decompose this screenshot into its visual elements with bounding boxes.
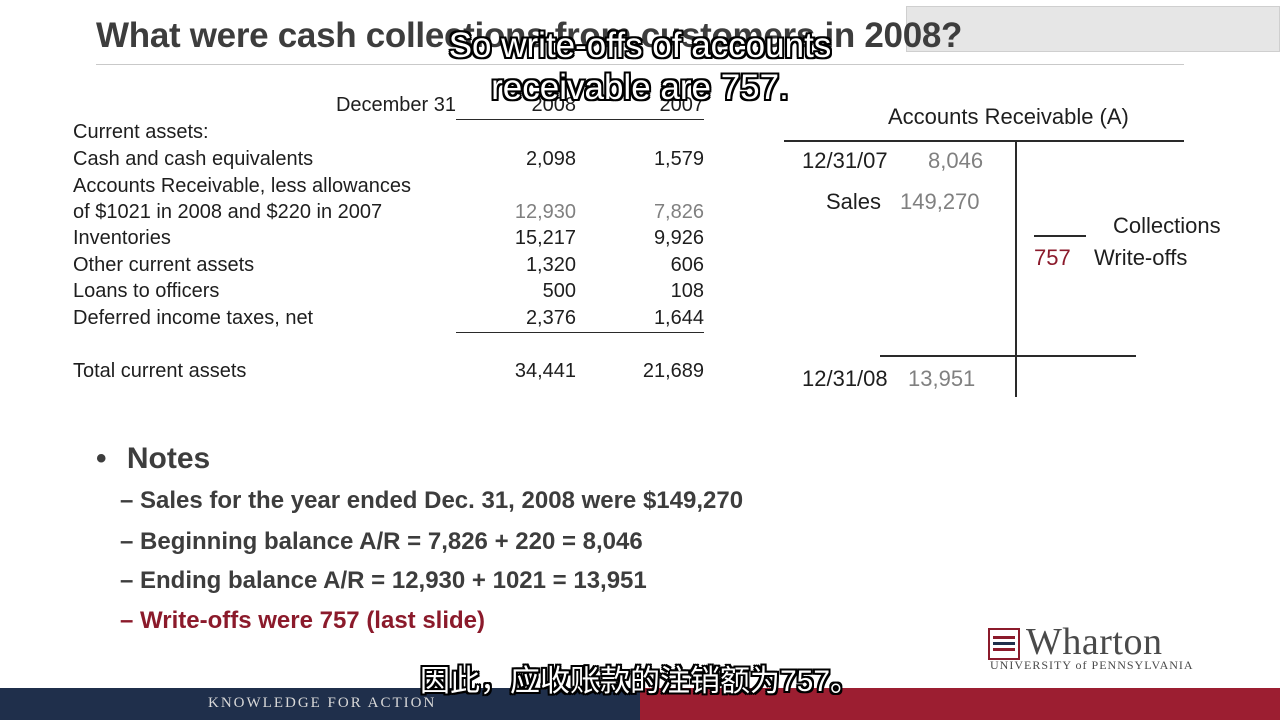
- bs-row-label: Other current assets: [73, 254, 255, 276]
- note-item: – Ending balance A/R = 12,930 + 1021 = 1…: [120, 567, 647, 594]
- slide-title: What were cash collections from customer…: [96, 16, 963, 55]
- bs-row-2007: 7,826: [653, 201, 704, 223]
- bs-total-2008: 34,441: [514, 360, 576, 382]
- wharton-logo: Wharton UNIVERSITY of PENNSYLVANIA: [988, 621, 1198, 674]
- bs-total-label: Total current assets: [73, 360, 247, 382]
- bs-row-2007: 1,644: [653, 307, 704, 329]
- t-account-vertical-rule: [1015, 141, 1017, 397]
- bs-row-label: Accounts Receivable, less allowances: [73, 175, 411, 197]
- bs-row-2007: 1,579: [653, 148, 704, 170]
- bs-row-2008: 15,217: [514, 227, 576, 249]
- footer-tagline: KNOWLEDGE FOR ACTION: [208, 695, 437, 711]
- t-sales-amount: 149,270: [900, 189, 980, 214]
- bs-header-label: December 31: [335, 94, 456, 116]
- subtitle-line-2: receivable are 757.: [491, 68, 789, 107]
- bs-row-2008: 12,930: [514, 201, 576, 223]
- bs-section-label: Current assets:: [73, 121, 209, 143]
- t-writeoff-label: Write-offs: [1094, 245, 1188, 270]
- t-begin-date: 12/31/07: [802, 148, 888, 173]
- logo-wordmark: Wharton: [1026, 621, 1163, 663]
- t-end-amount: 13,951: [908, 366, 976, 391]
- bullet-icon: •: [96, 442, 107, 475]
- bs-total-2007: 21,689: [642, 360, 704, 382]
- bs-col-2007: 2007: [659, 94, 705, 116]
- note-item: – Sales for the year ended Dec. 31, 2008…: [120, 487, 744, 514]
- bs-row-2008: 500: [542, 280, 576, 302]
- subtitle-line-1: So write-offs of accounts: [448, 26, 832, 65]
- note-item: – Beginning balance A/R = 7,826 + 220 = …: [120, 528, 643, 555]
- t-sales-label: Sales: [826, 189, 882, 214]
- bs-row-label: Loans to officers: [73, 280, 220, 302]
- top-right-box: [906, 6, 1280, 52]
- bs-row-label: of $1021 in 2008 and $220 in 2007: [73, 201, 383, 223]
- t-begin-amount: 8,046: [928, 148, 984, 173]
- t-account-bottom-rule: [880, 355, 1136, 357]
- bs-row-label: Deferred income taxes, net: [73, 307, 314, 329]
- t-collections-blank: [1034, 235, 1086, 237]
- bs-header-rule: [456, 119, 704, 120]
- notes-heading: • Notes: [96, 442, 210, 476]
- notes-heading-text: Notes: [126, 442, 211, 475]
- footer-blue-band: [0, 688, 640, 720]
- t-account-title: Accounts Receivable (A): [888, 104, 1129, 129]
- t-writeoff-amount: 757: [1034, 245, 1071, 270]
- bs-row-2007: 606: [670, 254, 704, 276]
- title-divider: [96, 64, 1184, 65]
- footer-red-band: [640, 688, 1280, 720]
- note-item-highlight: – Write-offs were 757 (last slide): [120, 607, 486, 634]
- bs-row-label: Cash and cash equivalents: [73, 148, 314, 170]
- bs-row-2007: 108: [670, 280, 704, 302]
- bs-col-2008: 2008: [531, 94, 577, 116]
- bs-row-2008: 2,376: [525, 307, 576, 329]
- bs-row-label: Inventories: [73, 227, 171, 249]
- subtitle-chinese: 因此，应收账款的注销额为757。: [420, 665, 861, 698]
- t-account-top-rule: [784, 140, 1184, 142]
- bs-subtotal-rule: [456, 332, 704, 333]
- t-end-date: 12/31/08: [802, 366, 888, 391]
- bs-row-2008: 1,320: [525, 254, 576, 276]
- logo-tagline: UNIVERSITY of PENNSYLVANIA: [990, 658, 1194, 672]
- bs-row-2007: 9,926: [653, 227, 704, 249]
- t-collections-label: Collections: [1113, 213, 1221, 238]
- bs-row-2008: 2,098: [525, 148, 576, 170]
- shield-icon: [988, 628, 1020, 660]
